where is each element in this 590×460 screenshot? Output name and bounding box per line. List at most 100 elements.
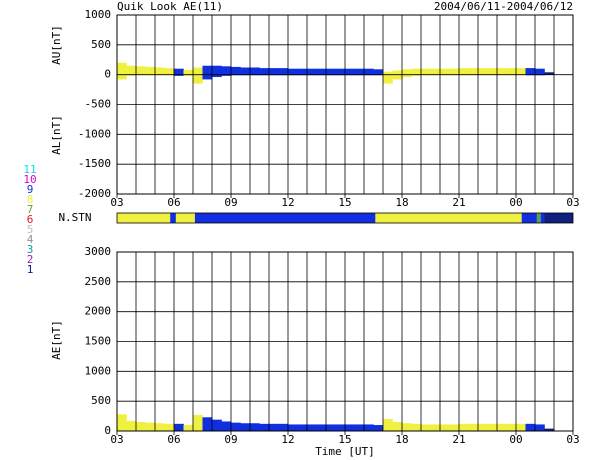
y-tick-label: 3000	[85, 245, 112, 258]
data-bar	[202, 417, 213, 431]
data-bar	[326, 68, 336, 76]
data-bar	[411, 423, 422, 431]
data-bar	[202, 65, 213, 80]
data-bar	[240, 67, 251, 76]
timeline-frame	[116, 212, 574, 224]
data-bar	[430, 424, 441, 431]
data-bar	[478, 423, 488, 431]
data-bar	[117, 414, 127, 431]
legend-label: 9	[27, 183, 34, 196]
data-bar	[506, 68, 517, 76]
data-bar	[402, 423, 412, 431]
data-bar	[440, 68, 450, 76]
station-segment	[170, 213, 176, 223]
y-tick-label: -500	[85, 98, 112, 111]
x-tick-label: 12	[281, 196, 294, 209]
date-range: 2004/06/11-2004/06/12	[434, 0, 573, 13]
legend-label: 3	[27, 243, 34, 256]
data-bar	[335, 68, 346, 76]
data-bar	[411, 68, 422, 76]
data-bar	[231, 66, 241, 76]
data-bar	[278, 68, 289, 76]
legend-label: 1	[27, 263, 34, 276]
data-bar	[174, 68, 184, 76]
y-tick-label: 0	[104, 424, 111, 437]
data-bar	[468, 423, 479, 431]
data-bar	[136, 422, 146, 431]
data-bar	[354, 424, 365, 431]
data-bar	[240, 423, 251, 431]
x-tick-label: 09	[224, 196, 237, 209]
y-tick-label: 0	[104, 68, 111, 81]
y-tick-label: 2500	[85, 275, 112, 288]
data-bar	[164, 423, 175, 431]
x-tick-label: 03	[110, 196, 123, 209]
y-axis-label: AL[nT]	[50, 115, 63, 155]
data-bar	[459, 423, 469, 431]
data-bar	[307, 68, 317, 76]
data-bar	[231, 422, 241, 431]
legend-label: 5	[27, 223, 34, 236]
data-bar	[535, 68, 545, 76]
data-bar	[383, 71, 393, 84]
legend-label: 2	[27, 253, 34, 266]
data-bar	[297, 424, 308, 431]
station-segment	[536, 213, 541, 223]
data-bar	[364, 424, 374, 431]
data-bar	[468, 68, 479, 76]
data-bar	[506, 423, 517, 431]
data-bar	[145, 422, 156, 431]
station-segment	[521, 213, 537, 223]
x-tick-label: 09	[224, 433, 237, 446]
legend-label: 10	[23, 173, 36, 186]
data-bar	[174, 423, 184, 431]
x-tick-label: 21	[452, 196, 465, 209]
data-bar	[269, 423, 279, 431]
data-bar	[449, 68, 460, 76]
station-segment	[175, 213, 195, 223]
data-bar	[136, 66, 146, 76]
x-tick-label: 21	[452, 433, 465, 446]
data-bar	[145, 66, 156, 76]
x-tick-label: 12	[281, 433, 294, 446]
y-axis-label: AE[nT]	[50, 320, 63, 360]
data-bar	[459, 68, 469, 76]
data-bar	[259, 423, 270, 431]
data-bar	[516, 423, 526, 431]
data-bar	[221, 66, 232, 76]
x-tick-label: 00	[509, 433, 522, 446]
data-bar	[193, 67, 203, 84]
y-tick-label: -2000	[78, 187, 111, 200]
data-bar	[345, 68, 355, 76]
data-bar	[288, 68, 298, 76]
data-bar	[278, 423, 289, 431]
data-bar	[288, 424, 298, 431]
x-tick-label: 18	[395, 433, 408, 446]
legend-label: 8	[27, 193, 34, 206]
legend-label: 6	[27, 213, 34, 226]
legend-label: 11	[23, 163, 36, 176]
data-bar	[193, 414, 203, 431]
data-bar	[126, 65, 137, 76]
data-bar	[516, 68, 526, 76]
y-tick-label: -1000	[78, 127, 111, 140]
x-tick-label: 15	[338, 196, 351, 209]
station-segment	[544, 213, 573, 223]
data-bar	[221, 421, 232, 431]
station-segment	[194, 213, 376, 223]
data-bar	[544, 72, 555, 75]
data-bar	[307, 424, 317, 431]
data-bar	[345, 424, 355, 431]
data-bar	[212, 419, 222, 431]
data-bar	[126, 420, 137, 431]
data-bar	[383, 419, 393, 431]
x-tick-label: 03	[566, 433, 579, 446]
legend-label: 4	[27, 233, 34, 246]
data-bar	[155, 67, 165, 76]
x-tick-label: 15	[338, 433, 351, 446]
data-bar	[487, 68, 498, 76]
chart-title: Quik Look AE(11)	[117, 0, 223, 13]
data-bar	[212, 65, 222, 78]
y-tick-label: -1500	[78, 157, 111, 170]
x-tick-label: 03	[110, 433, 123, 446]
